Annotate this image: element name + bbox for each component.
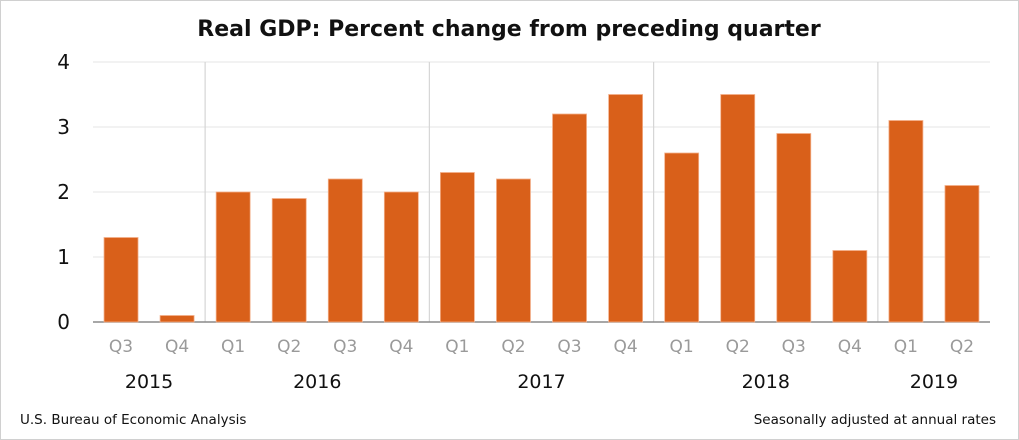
rates-note: Seasonally adjusted at annual rates <box>754 412 996 428</box>
x-tick-label: Q4 <box>389 337 413 357</box>
bar <box>383 191 419 323</box>
year-label: 2019 <box>910 371 958 393</box>
x-tick-label: Q1 <box>894 337 918 357</box>
bar <box>664 152 700 323</box>
y-tick-label: 3 <box>57 115 70 139</box>
bar <box>496 178 531 323</box>
bar <box>440 172 475 323</box>
bar <box>215 191 251 323</box>
bar <box>103 237 139 323</box>
x-tick-label: Q3 <box>557 337 581 357</box>
bar <box>776 133 812 323</box>
year-label: 2017 <box>517 371 565 393</box>
y-tick-label: 1 <box>57 245 70 269</box>
x-tick-label: Q1 <box>445 337 469 357</box>
bar <box>271 198 307 323</box>
bar <box>552 113 587 323</box>
x-tick-label: Q3 <box>109 337 133 357</box>
x-tick-label: Q1 <box>670 337 694 357</box>
bar <box>608 94 643 323</box>
x-tick-label: Q4 <box>165 337 189 357</box>
x-tick-label: Q1 <box>221 337 245 357</box>
x-tick-label: Q2 <box>501 337 525 357</box>
chart-title: Real GDP: Percent change from preceding … <box>197 17 821 42</box>
x-tick-label: Q4 <box>613 337 637 357</box>
bar <box>944 185 980 323</box>
x-tick-label: Q2 <box>277 337 301 357</box>
year-label: 2015 <box>125 371 173 393</box>
y-tick-label: 4 <box>57 50 70 74</box>
x-tick-label: Q3 <box>782 337 806 357</box>
bar <box>327 178 363 323</box>
source-note: U.S. Bureau of Economic Analysis <box>20 412 246 428</box>
bar <box>720 94 756 323</box>
year-label: 2016 <box>293 371 341 393</box>
bar <box>159 315 195 323</box>
year-label: 2018 <box>742 371 790 393</box>
x-tick-label: Q2 <box>726 337 750 357</box>
y-tick-label: 2 <box>57 180 70 204</box>
y-tick-label: 0 <box>57 310 70 334</box>
x-tick-label: Q2 <box>950 337 974 357</box>
bar <box>832 250 868 323</box>
bar <box>888 120 924 323</box>
x-tick-label: Q3 <box>333 337 357 357</box>
x-tick-label: Q4 <box>838 337 862 357</box>
